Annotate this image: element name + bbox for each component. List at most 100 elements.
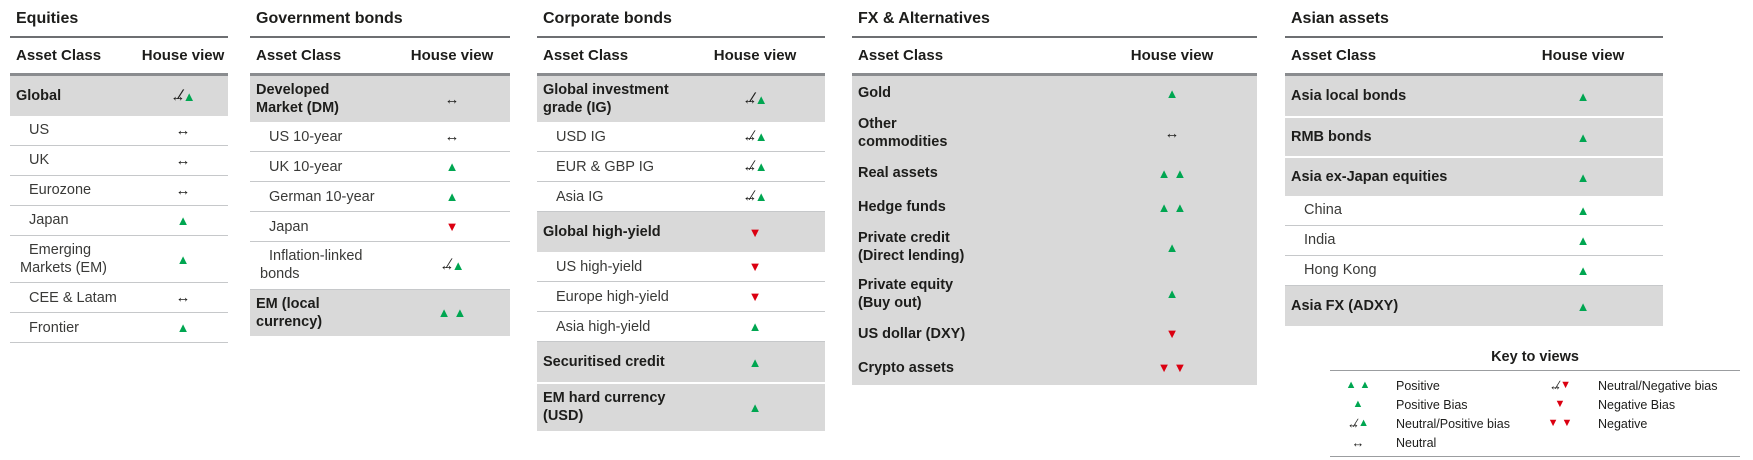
tri-up-icon: ▲ [748,354,762,370]
table-row: Securitised credit ▲ [537,342,825,383]
table-row: EM hard currency (USD) ▲ [537,382,825,431]
tri-down-icon: ▼ [1173,360,1187,376]
table-row: Asia ex-Japan equities ▲ [1285,156,1663,196]
legend-box: ▲ ▲ Positive ▲ Positive Bias ↔ ∕ ▲ Neutral/Posit… [1330,370,1740,457]
legend-item-label: Negative [1598,416,1648,431]
asset-class-label: USD IG [556,128,606,145]
legend-item-label: Positive Bias [1396,397,1468,412]
column-header-house-view: House view [713,47,797,64]
view-symbol-positive-bias-icon: ▲ [1577,90,1590,103]
table-row: Asia FX (ADXY) ▲ [1285,286,1663,326]
legend-title: Key to views [1491,349,1579,365]
view-symbol-positive-icon: ▲ ▲ [1158,201,1187,214]
asset-class-label: UK [29,152,50,169]
table-row: Hong Kong ▲ [1285,256,1663,286]
tri-up-icon: ▲ [754,189,768,205]
legend-item: ▲ Positive Bias [1330,395,1532,414]
table-row: Inflation-linked bonds ↔ ∕ ▲ [250,242,510,290]
legend-item: ↔ ∕ ▲ Neutral/Positive bias [1330,414,1532,433]
house-view-cell: ▼ ▼ [1087,361,1257,374]
tri-up-icon: ▲ [1345,379,1357,391]
asset-class-label: Private credit (Direct lending) [858,230,965,265]
tri-up-icon: ▲ [1165,286,1179,302]
view-symbol-neutral-positive-bias-icon: ↔ ∕ ▲ [742,128,767,145]
house-view-cell: ↔ [138,153,228,168]
tri-down-icon: ▼ [1547,417,1559,429]
table-row: Asia high-yield ▲ [537,312,825,343]
column-header-asset-class: Asset Class [16,47,102,64]
table-row: Eurozone ↔ [10,176,228,206]
view-symbol-neutral-positive-bias-icon: ↔ ∕ ▲ [742,158,767,176]
table-row: USD IG ↔ ∕ ▲ [537,122,825,153]
key-to-views-legend: Key to views ▲ ▲ Positive ▲ Positive Bias ↔ ∕ ▲… [1330,349,1740,457]
legend-symbol-cell: ▲ [1330,399,1386,410]
asset-class-label: Eurozone [29,182,92,199]
legend-symbol-cell: ▼ ▼ [1532,418,1588,429]
legend-item: ↔ Neutral [1330,433,1532,452]
view-symbol-positive-icon: ▲ ▲ [1158,167,1187,180]
house-view-cell: ▲ [685,401,825,414]
arrow-icon: ↔ [742,158,758,176]
house-view-cell: ↔ [138,290,228,305]
view-symbol-positive-bias-icon: ▲ [1166,241,1179,254]
house-view-cell: ▲ [685,356,825,369]
asset-class-label: US dollar (DXY) [858,325,966,342]
table-row: Private credit (Direct lending) ▲ [852,224,1257,271]
slash-icon: ∕ [1355,415,1358,430]
view-symbol-positive-bias-icon: ▲ [1577,171,1590,184]
house-view-cell: ↔ [138,183,228,198]
view-symbol-positive-bias-icon: ▲ [1577,300,1590,313]
tri-up-icon: ▲ [176,320,190,336]
view-symbol-positive-bias-icon: ▲ [1577,131,1590,144]
tri-up-icon: ▲ [1165,85,1179,101]
house-view-cell: ▲ [1503,264,1663,277]
tri-up-icon: ▲ [1173,165,1187,181]
table-asian-assets: Asian assets Asset Class House view Asia lo… [1285,6,1663,326]
asset-class-label: Developed Market (DM) [256,82,339,117]
house-view-cell: ▲ [138,214,228,227]
legend-symbol-cell: ↔ ∕ ▼ [1532,378,1588,393]
view-symbol-neutral-icon: ↔ [176,123,191,138]
table-row: US high-yield ▼ [537,252,825,283]
table-row: UK ↔ [10,146,228,176]
arrow-icon: ↔ [1549,378,1563,393]
table-row: Asia IG ↔ ∕ ▲ [537,182,825,213]
table-row: Emerging Markets (EM) ▲ [10,236,228,284]
column-header-asset-class: Asset Class [256,47,342,64]
legend-symbol-cell: ▲ ▲ [1330,380,1386,391]
legend-item-label: Neutral/Positive bias [1396,416,1510,431]
table-row: Gold ▲ [852,76,1257,110]
slash-icon: ∕ [751,89,754,106]
view-symbol-negative-bias-icon: ▼ [446,220,459,233]
table-row: Japan ▲ [10,206,228,236]
view-symbol-positive-bias-icon: ▲ [749,401,762,414]
column-header-asset-class: Asset Class [1291,47,1377,64]
tri-up-icon: ▲ [176,213,190,228]
view-symbol-negative-icon: ▼ ▼ [1548,418,1573,429]
view-symbol-positive-bias-icon: ▲ [446,160,459,173]
tri-up-icon: ▲ [1352,398,1364,410]
house-view-cell: ▲ [138,253,228,266]
house-view-cell: ↔ [138,123,228,138]
asset-class-label: Asia FX (ADXY) [1291,297,1399,314]
legend-item-label: Negative Bias [1598,397,1676,412]
table-title: FX & Alternatives [852,6,1257,38]
asset-class-label: Hedge funds [858,199,946,216]
house-view-cell: ↔ ∕ ▲ [394,255,510,273]
view-symbol-negative-bias-icon: ▼ [749,260,762,273]
table-title: Equities [10,6,228,38]
table-row: Frontier ▲ [10,313,228,344]
table-header: Asset Class House view [10,38,228,76]
arrow-icon: ↔ [175,289,191,307]
table-equities: Equities Asset Class House view Global ↔ ∕ ▲ US… [10,6,228,344]
tri-up-icon: ▲ [748,399,762,415]
view-symbol-positive-bias-icon: ▲ [1166,87,1179,100]
slash-icon: ∕ [448,255,451,272]
arrow-icon: ↔ [175,122,191,139]
arrow-icon: ↔ [1351,435,1365,450]
table-row: Japan ▼ [250,212,510,243]
slash-icon: ∕ [179,86,182,102]
house-view-cell: ↔ ∕ ▲ [685,128,825,145]
tri-up-icon: ▲ [1358,417,1369,429]
view-symbol-positive-bias-icon: ▲ [177,253,190,266]
